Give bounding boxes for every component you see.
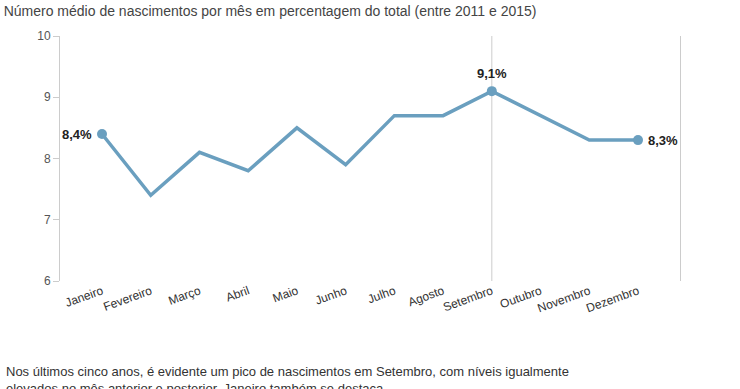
svg-text:Outubro: Outubro	[498, 283, 544, 311]
svg-text:8,4%: 8,4%	[62, 127, 92, 142]
svg-text:Dezembro: Dezembro	[584, 283, 641, 315]
svg-text:6: 6	[44, 274, 51, 288]
svg-text:Abril: Abril	[224, 283, 251, 304]
svg-text:7: 7	[44, 213, 51, 227]
svg-text:Agosto: Agosto	[406, 283, 446, 309]
svg-text:Maio: Maio	[271, 283, 301, 305]
svg-text:Junho: Junho	[313, 283, 349, 307]
svg-text:9: 9	[44, 90, 51, 104]
svg-text:Março: Março	[166, 283, 202, 308]
svg-text:Julho: Julho	[366, 283, 398, 306]
svg-text:8,3%: 8,3%	[648, 133, 678, 148]
svg-text:Janeiro: Janeiro	[63, 283, 105, 310]
svg-text:9,1%: 9,1%	[477, 66, 507, 81]
svg-text:Setembro: Setembro	[441, 283, 495, 314]
svg-text:Número médio de nascimentos po: Número médio de nascimentos por mês em p…	[4, 3, 537, 19]
svg-text:8: 8	[44, 152, 51, 166]
svg-text:Fevereiro: Fevereiro	[101, 283, 154, 314]
svg-text:Nos últimos cinco anos, é evid: Nos últimos cinco anos, é evidente um pi…	[6, 364, 569, 389]
svg-text:10: 10	[37, 29, 51, 43]
svg-text:Novembro: Novembro	[536, 283, 593, 315]
